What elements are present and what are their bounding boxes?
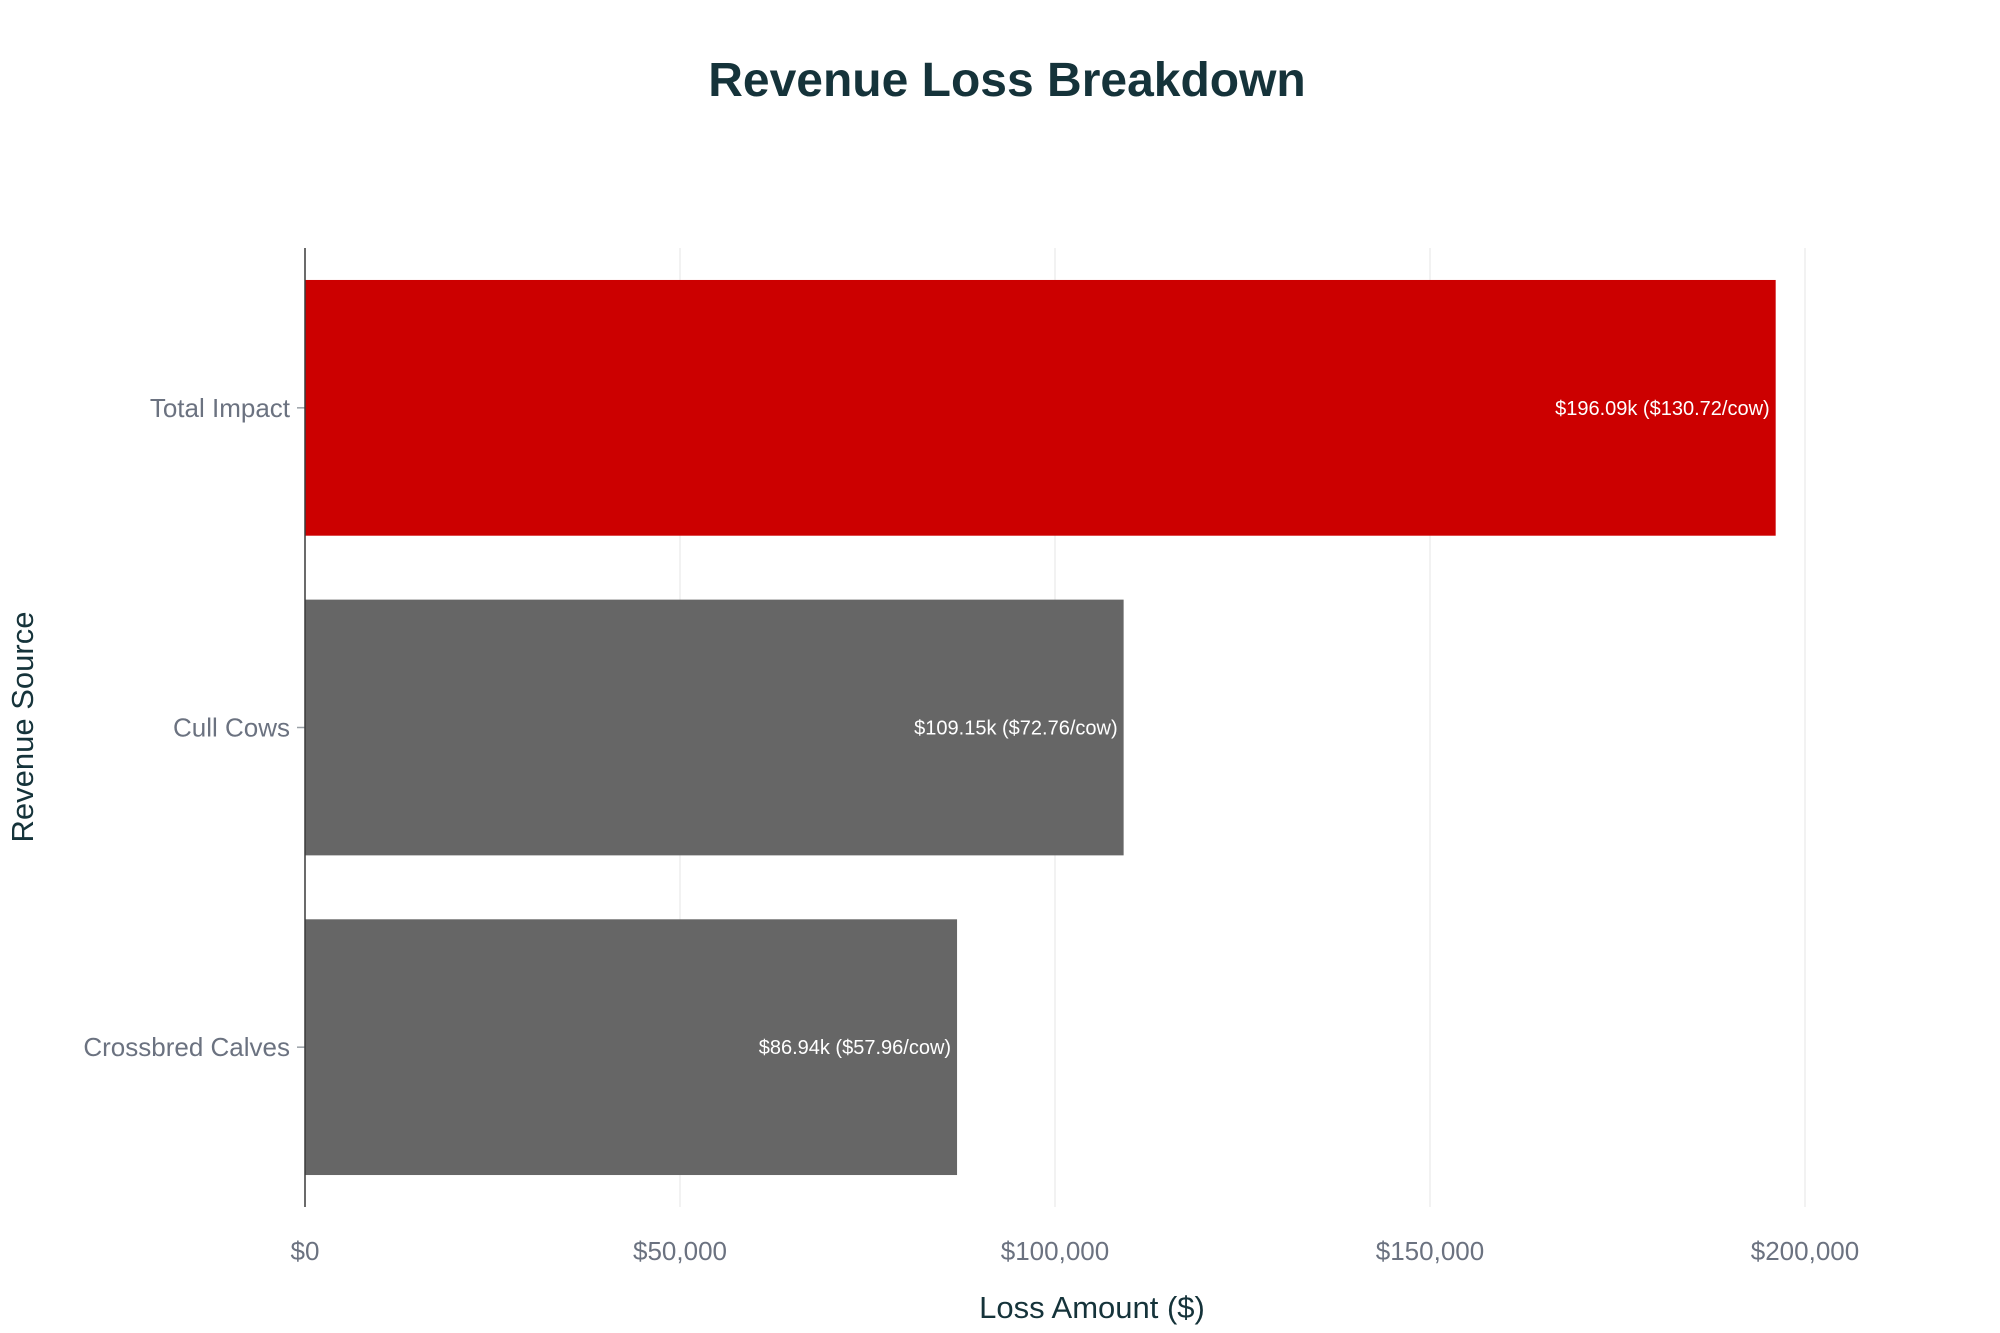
- bar: [305, 599, 1124, 856]
- y-tick-label: Crossbred Calves: [83, 1032, 290, 1062]
- bar-data-label: $86.94k ($57.96/cow): [759, 1037, 951, 1059]
- bar-data-label: $109.15k ($72.76/cow): [914, 718, 1117, 740]
- bar: [305, 279, 1776, 536]
- y-tick-label: Total Impact: [150, 393, 291, 423]
- x-tick-label: $150,000: [1376, 1236, 1484, 1266]
- x-tick-label: $100,000: [1001, 1236, 1109, 1266]
- x-tick-label: $200,000: [1751, 1236, 1859, 1266]
- x-tick-label: $0: [291, 1236, 320, 1266]
- bar-data-label: $196.09k ($130.72/cow): [1555, 398, 1770, 420]
- y-axis-title: Revenue Source: [5, 612, 40, 843]
- y-tick-label: Cull Cows: [173, 713, 290, 743]
- bar: [305, 919, 958, 1176]
- x-axis-title: Loss Amount ($): [979, 1290, 1205, 1325]
- x-tick-label: $50,000: [633, 1236, 727, 1266]
- axes: $0 $50,000 $100,000 $150,000 $200,000 Total I…: [83, 248, 1859, 1266]
- chart-title: Revenue Loss Breakdown: [708, 54, 1306, 107]
- bars: $196.09k ($130.72/cow) $109.15k ($72.76/c…: [305, 279, 1776, 1176]
